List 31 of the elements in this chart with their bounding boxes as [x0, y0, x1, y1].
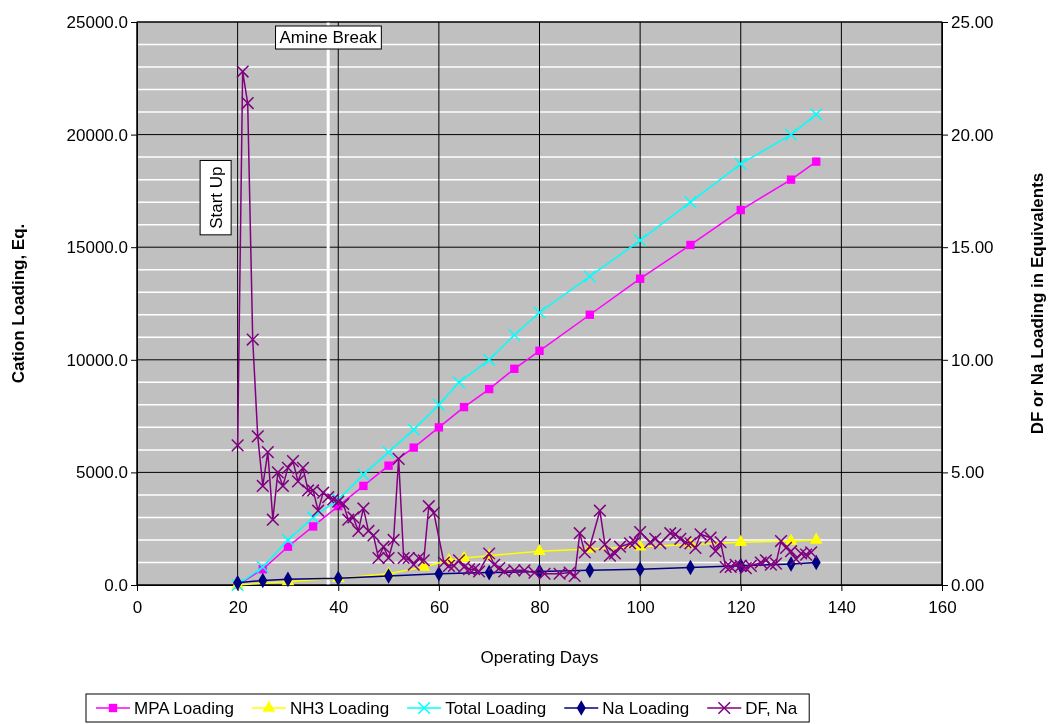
y-tick-label: 10000.0: [66, 350, 128, 370]
y-axis-title: Cation Loading, Eq.: [9, 223, 28, 384]
y-tick-label: 20000.0: [66, 125, 128, 145]
annotation: Start Up: [206, 166, 226, 229]
y-tick-label: 0.0: [104, 575, 128, 595]
x-tick-label: 100: [626, 597, 655, 617]
x-tick-label: 60: [429, 597, 449, 617]
legend-label: DF, Na: [745, 698, 798, 718]
x-tick-label: 140: [827, 597, 857, 617]
y-tick-label: 5000.0: [76, 463, 128, 483]
x-tick-label: 0: [132, 597, 143, 617]
ref-line-label: Amine Break: [279, 28, 378, 47]
y2-tick-label: 15.00: [951, 238, 994, 258]
y2-tick-label: 10.00: [951, 350, 994, 370]
x-tick-label: 80: [530, 597, 550, 617]
y2-tick-label: 25.00: [951, 12, 994, 32]
y2-tick-label: 5.00: [951, 463, 985, 483]
y2-axis-title: DF or Na Loading in Equivalents: [1028, 172, 1047, 435]
legend-label: Na Loading: [602, 698, 690, 718]
y2-tick-label: 20.00: [951, 125, 994, 145]
x-axis-title: Operating Days: [480, 648, 599, 667]
legend-label: NH3 Loading: [289, 698, 390, 718]
legend-label: Total Loading: [445, 698, 547, 718]
y-tick-label: 25000.0: [66, 12, 128, 32]
x-tick-label: 20: [228, 597, 248, 617]
x-tick-label: 120: [727, 597, 756, 617]
legend-label: MPA Loading: [134, 698, 234, 718]
x-tick-label: 160: [928, 597, 957, 617]
y2-tick-label: 0.00: [951, 575, 985, 595]
y-tick-label: 15000.0: [66, 238, 128, 258]
x-tick-label: 40: [329, 597, 349, 617]
